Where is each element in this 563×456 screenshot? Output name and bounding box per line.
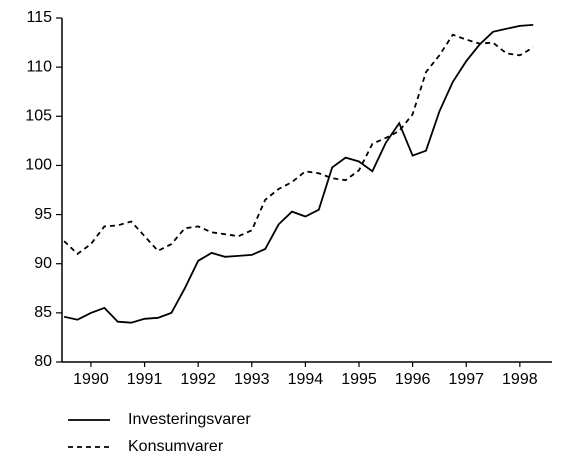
y-tick-label: 115 [26, 9, 52, 26]
y-tick-label: 100 [25, 157, 52, 174]
y-tick-label: 85 [34, 304, 52, 321]
data-line [63, 33, 534, 256]
y-tick-label: 110 [26, 58, 52, 75]
y-tick-label: 95 [34, 206, 52, 223]
y-tick-label: 80 [34, 353, 52, 370]
y-tick-label: 90 [34, 255, 52, 272]
x-tick-label: 1995 [341, 371, 377, 388]
x-tick-label: 1990 [73, 371, 109, 388]
legend-label: Konsumvarer [128, 438, 224, 455]
x-tick-label: 1991 [127, 371, 163, 388]
x-tick-label: 1992 [180, 371, 216, 388]
x-tick-label: 1996 [395, 371, 431, 388]
x-tick-label: 1993 [234, 371, 270, 388]
x-tick-label: 1994 [288, 371, 324, 388]
y-tick-label: 105 [25, 108, 52, 125]
x-tick-label: 1997 [448, 371, 484, 388]
legend-label: Investeringsvarer [128, 411, 251, 428]
x-tick-label: 1998 [502, 371, 538, 388]
data-line [63, 24, 534, 324]
